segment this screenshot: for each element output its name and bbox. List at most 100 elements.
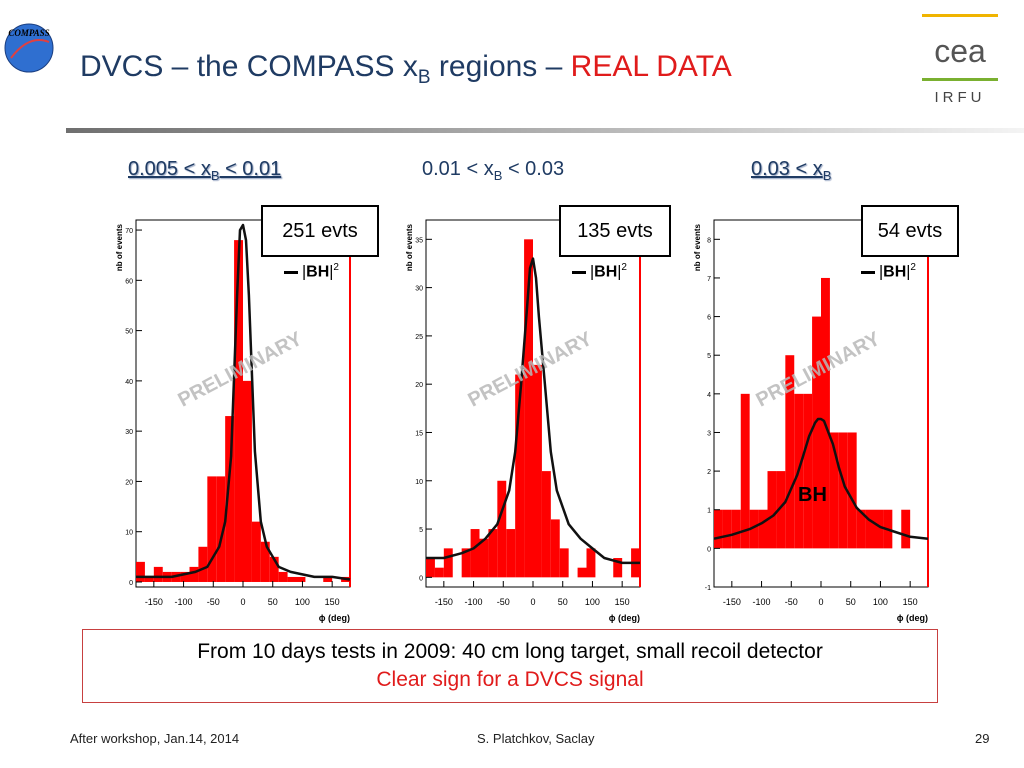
irfu-logo-text: IRFU xyxy=(935,89,986,106)
histogram-bar xyxy=(803,393,813,549)
x-tick-label: 150 xyxy=(325,597,340,607)
legend-1-pre: | xyxy=(302,263,307,281)
region-2-pre: 0.01 < x xyxy=(422,158,494,180)
x-tick-label: 100 xyxy=(873,597,888,607)
histogram-bar xyxy=(812,316,821,549)
x-tick-label: -50 xyxy=(785,597,798,607)
x-tick-label: -150 xyxy=(435,597,453,607)
histogram-bar xyxy=(198,546,208,582)
y-tick-label: 10 xyxy=(415,479,423,486)
slide-title: DVCS – the COMPASS xB regions – REAL DAT… xyxy=(80,50,732,89)
histogram-bar xyxy=(470,529,480,578)
bh-curve xyxy=(136,223,351,581)
histogram-bar xyxy=(524,239,533,578)
y-axis-label: nb of events xyxy=(693,223,702,271)
legend-1: |BH|2 xyxy=(284,262,339,281)
histogram-bar xyxy=(426,558,435,578)
x-axis-label: ϕ (deg) xyxy=(897,613,928,623)
histogram-bar xyxy=(714,509,723,549)
histogram-bar xyxy=(278,571,288,582)
region-1-sub: B xyxy=(210,168,220,183)
legend-3-bh: BH xyxy=(883,263,907,281)
y-tick-label: 50 xyxy=(125,329,133,336)
summary-line-2: Clear sign for a DVCS signal xyxy=(376,668,644,691)
y-tick-label: 8 xyxy=(707,237,711,244)
histogram-bar xyxy=(136,561,145,582)
cea-irfu-logo: cea IRFU xyxy=(922,14,998,106)
histogram-bar xyxy=(216,476,226,582)
x-tick-label: 0 xyxy=(818,597,823,607)
histogram-bar xyxy=(243,380,252,582)
y-tick-label: 35 xyxy=(415,237,423,244)
histogram-bar xyxy=(613,558,623,578)
histogram-bar xyxy=(829,432,839,549)
y-tick-label: 7 xyxy=(707,276,711,283)
region-2-sub: B xyxy=(493,168,503,183)
y-tick-label: 30 xyxy=(125,429,133,436)
x-tick-label: 150 xyxy=(903,597,918,607)
legend-2-sup: 2 xyxy=(621,262,627,273)
cea-logo-text: cea xyxy=(934,33,986,69)
evts-box-3: 54 evts xyxy=(861,205,959,257)
y-tick-label: 20 xyxy=(125,479,133,486)
y-tick-label: 30 xyxy=(415,286,423,293)
histogram-bar xyxy=(515,374,525,578)
x-tick-label: -150 xyxy=(723,597,741,607)
y-tick-label: 10 xyxy=(125,530,133,537)
histogram-bar xyxy=(749,509,759,549)
y-tick-label: 70 xyxy=(125,228,133,235)
x-tick-label: 150 xyxy=(615,597,630,607)
histogram-bar xyxy=(550,519,560,578)
compass-logo: COMPASS xyxy=(4,23,54,73)
histogram-bar xyxy=(443,548,453,578)
title-sub: B xyxy=(417,67,431,88)
title-prefix: DVCS – the COMPASS x xyxy=(80,50,418,83)
title-divider xyxy=(66,128,1024,133)
legend-3-pre: | xyxy=(879,263,884,281)
histogram-bar xyxy=(758,509,768,549)
legend-line-2 xyxy=(572,270,586,274)
region-label-3: 0.03 < xB xyxy=(751,158,831,183)
histogram-bar xyxy=(901,509,911,549)
x-tick-label: 0 xyxy=(240,597,245,607)
y-tick-label: 0 xyxy=(707,546,711,553)
histogram-bar xyxy=(479,538,489,578)
histogram-bar xyxy=(506,529,516,578)
legend-line-3 xyxy=(861,270,875,274)
histogram-bar xyxy=(533,364,542,578)
histogram-bar xyxy=(740,393,750,549)
histogram-bar xyxy=(488,529,498,578)
histogram-bar xyxy=(722,509,732,549)
histogram-bar xyxy=(251,521,261,582)
legend-1-bh: BH xyxy=(306,263,330,281)
histogram-bar xyxy=(586,548,596,578)
y-tick-label: 0 xyxy=(129,580,133,587)
histogram-bar xyxy=(269,556,279,582)
y-tick-label: 4 xyxy=(707,392,711,399)
y-tick-label: 60 xyxy=(125,278,133,285)
x-tick-label: -100 xyxy=(465,597,483,607)
y-axis-label: nb of events xyxy=(405,223,414,271)
histogram-bar xyxy=(767,471,777,549)
histogram-bar xyxy=(856,509,866,549)
region-2-post: < 0.03 xyxy=(502,158,565,180)
legend-2-pre: | xyxy=(590,263,595,281)
legend-1-sup: 2 xyxy=(333,262,339,273)
summary-box: From 10 days tests in 2009: 40 cm long t… xyxy=(82,629,938,703)
legend-3-sup: 2 xyxy=(910,262,916,273)
y-tick-label: 3 xyxy=(707,430,711,437)
x-tick-label: -150 xyxy=(145,597,163,607)
legend-line-1 xyxy=(284,270,298,274)
region-label-1: 0.005 < xB < 0.01 xyxy=(128,158,281,183)
x-tick-label: 0 xyxy=(530,597,535,607)
region-1-post: < 0.01 xyxy=(219,158,282,180)
histogram-bar xyxy=(874,509,884,549)
y-tick-label: 25 xyxy=(415,334,423,341)
y-tick-label: 20 xyxy=(415,382,423,389)
histogram-chart-1: 0 10 20 30 40 50 60 70 -150 -100 -50 0 50 100 150 ϕ (de… xyxy=(115,219,351,623)
histogram-bar xyxy=(865,509,875,549)
histogram-bar xyxy=(847,432,857,549)
title-mid: regions – xyxy=(430,50,571,83)
bh-curve xyxy=(426,257,640,565)
summary-line-1: From 10 days tests in 2009: 40 cm long t… xyxy=(197,640,823,663)
